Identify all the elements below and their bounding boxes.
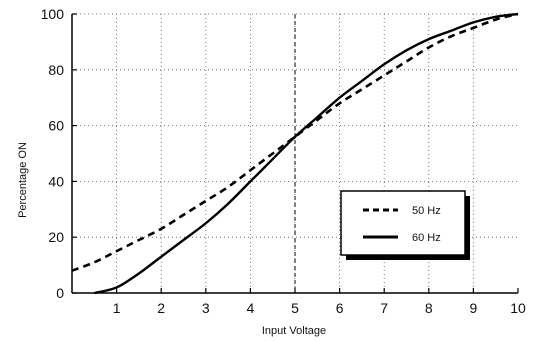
legend-label-60hz: 60 Hz [412, 232, 441, 244]
x-tick-label-3: 3 [202, 300, 210, 316]
y-tick-label-80: 80 [48, 62, 64, 78]
x-tick-label-10: 10 [510, 300, 526, 316]
x-axis-label: Input Voltage [262, 325, 326, 337]
y-tick-label-100: 100 [41, 6, 65, 22]
y-tick-label-60: 60 [48, 118, 64, 134]
tick-labels: 0 20 40 60 80 100 1 2 3 4 5 6 7 8 9 10 [41, 6, 526, 316]
legend: 50 Hz 60 Hz [340, 190, 470, 260]
x-tick-label-9: 9 [470, 300, 478, 316]
y-tick-label-40: 40 [48, 173, 64, 189]
x-tick-label-6: 6 [336, 300, 344, 316]
series-layer [71, 12, 519, 295]
x-tick-label-8: 8 [425, 300, 433, 316]
legend-box [340, 190, 466, 256]
x-tick-label-5: 5 [291, 300, 299, 316]
x-tick-label-7: 7 [380, 300, 388, 316]
legend-label-50hz: 50 Hz [412, 205, 441, 217]
axes [71, 13, 519, 294]
y-tick-label-20: 20 [48, 229, 64, 245]
y-axis-label: Percentage ON [17, 142, 29, 218]
x-tick-label-2: 2 [157, 300, 165, 316]
series-line-60-hz [94, 12, 519, 295]
y-tick-label-0: 0 [56, 285, 64, 301]
x-tick-label-4: 4 [247, 300, 255, 316]
x-tick-label-1: 1 [113, 300, 121, 316]
